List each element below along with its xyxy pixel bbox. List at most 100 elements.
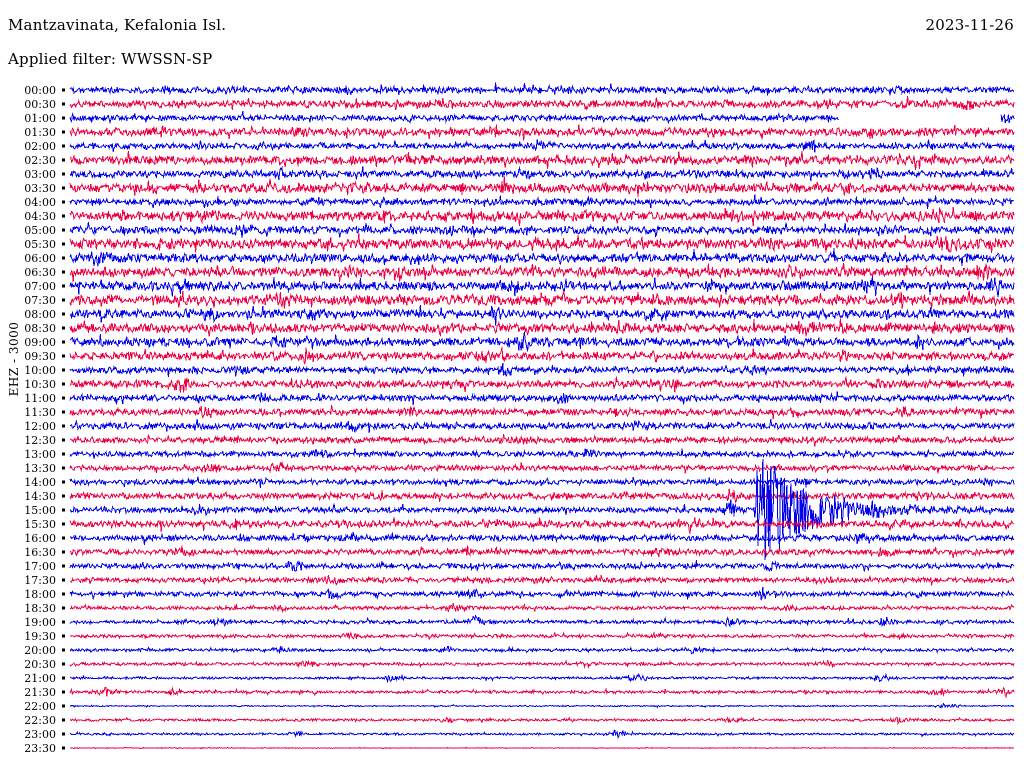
row-tick	[62, 270, 65, 274]
time-axis-label: 07:00	[24, 280, 56, 293]
row-tick	[62, 592, 65, 596]
trace-line	[69, 290, 1015, 309]
trace-line	[69, 194, 1015, 209]
trace-line	[69, 318, 1015, 337]
row-tick	[62, 326, 65, 330]
trace-line	[69, 586, 1015, 602]
row-tick	[62, 214, 65, 218]
time-axis-label: 21:30	[24, 686, 56, 699]
trace-line	[69, 476, 1015, 488]
trace-line	[69, 111, 1015, 125]
trace-line	[69, 459, 1015, 560]
time-axis-label: 12:00	[24, 420, 56, 433]
record-date: 2023-11-26	[925, 16, 1014, 34]
row-tick	[62, 228, 65, 232]
row-tick	[62, 88, 65, 92]
trace-line	[69, 165, 1015, 181]
time-axis-label: 05:00	[24, 224, 56, 237]
row-tick	[62, 396, 65, 400]
time-axis-label: 22:30	[24, 714, 56, 727]
row-tick	[62, 662, 65, 666]
row-tick	[62, 298, 65, 302]
trace-line	[69, 545, 1015, 559]
row-tick	[62, 746, 65, 750]
time-axis-label: 14:00	[24, 476, 56, 489]
time-axis-label: 01:30	[24, 126, 56, 139]
row-tick	[62, 606, 65, 610]
trace-line	[69, 304, 1015, 326]
time-axis-label: 07:30	[24, 294, 56, 307]
trace-line	[69, 672, 1015, 684]
time-axis-label: 23:30	[24, 742, 56, 755]
trace-line	[69, 630, 1015, 641]
trace-line	[69, 82, 1015, 96]
time-axis-label: 16:30	[24, 546, 56, 559]
trace-line	[69, 248, 1015, 267]
row-tick	[62, 550, 65, 554]
row-tick	[62, 284, 65, 288]
row-tick	[62, 480, 65, 484]
time-axis-label: 20:30	[24, 658, 56, 671]
trace-line	[69, 702, 1015, 709]
time-axis-label: 02:00	[24, 140, 56, 153]
time-axis-label: 10:00	[24, 364, 56, 377]
time-axis-label: 04:00	[24, 196, 56, 209]
row-tick	[62, 410, 65, 414]
time-axis-label: 04:30	[24, 210, 56, 223]
time-axis-label: 15:30	[24, 518, 56, 531]
row-tick	[62, 718, 65, 722]
row-tick	[62, 102, 65, 106]
time-axis-label: 03:00	[24, 168, 56, 181]
row-tick	[62, 368, 65, 372]
trace-line	[69, 363, 1015, 377]
trace-line	[69, 574, 1015, 586]
trace-line	[69, 716, 1015, 725]
time-axis-label: 22:00	[24, 700, 56, 713]
row-tick	[62, 564, 65, 568]
applied-filter-label: Applied filter: WWSSN-SP	[8, 50, 213, 68]
trace-line	[69, 391, 1015, 405]
time-axis-label: 13:00	[24, 448, 56, 461]
row-tick	[62, 130, 65, 134]
time-axis-label: 00:30	[24, 98, 56, 111]
row-tick	[62, 522, 65, 526]
row-tick	[62, 158, 65, 162]
time-axis-label: 12:30	[24, 434, 56, 447]
time-axis-label: 10:30	[24, 378, 56, 391]
trace-line	[69, 124, 1015, 141]
row-tick	[62, 648, 65, 652]
trace-line	[69, 559, 1015, 573]
trace-line	[69, 461, 1015, 474]
trace-line	[69, 331, 1015, 352]
row-tick	[62, 690, 65, 694]
trace-line	[69, 233, 1015, 253]
time-axis-label: 01:00	[24, 112, 56, 125]
time-axis-label: 11:30	[24, 406, 56, 419]
time-axis-label: 02:30	[24, 154, 56, 167]
time-axis-label: 06:00	[24, 252, 56, 265]
trace-line	[69, 262, 1015, 282]
row-tick	[62, 340, 65, 344]
trace-line	[69, 346, 1015, 365]
row-tick	[62, 116, 65, 120]
station-title: Mantzavinata, Kefalonia Isl.	[8, 16, 227, 34]
trace-line	[69, 659, 1015, 669]
trace-line	[69, 376, 1015, 393]
trace-line	[69, 176, 1015, 198]
time-axis-label: 14:30	[24, 490, 56, 503]
row-tick	[62, 508, 65, 512]
trace-line	[69, 532, 1015, 545]
trace-line	[69, 433, 1015, 447]
trace-line	[69, 645, 1015, 655]
row-tick	[62, 354, 65, 358]
time-axis-label: 19:30	[24, 630, 56, 643]
time-axis-label: 20:00	[24, 644, 56, 657]
time-axis-label: 05:30	[24, 238, 56, 251]
trace-line	[69, 404, 1015, 420]
time-axis-label: 08:00	[24, 308, 56, 321]
time-axis-label: 15:00	[24, 504, 56, 517]
trace-line	[69, 221, 1015, 238]
trace-line	[69, 276, 1015, 298]
row-tick	[62, 186, 65, 190]
